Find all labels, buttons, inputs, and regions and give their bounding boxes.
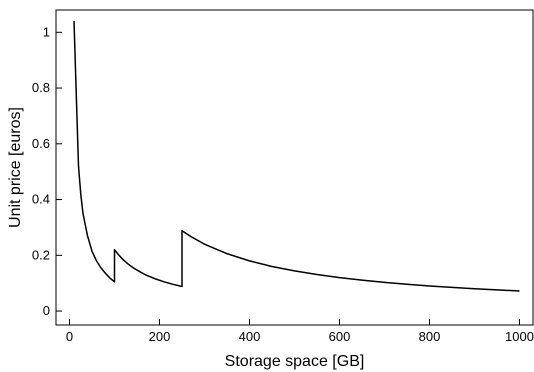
price-series-line xyxy=(73,21,520,292)
y-tick-label: 0.6 xyxy=(32,136,50,151)
plot-frame xyxy=(55,9,534,326)
y-tick-label: 0.2 xyxy=(32,247,50,262)
series-layer xyxy=(73,21,520,292)
y-tick-label: 0.4 xyxy=(32,192,50,207)
x-tick-label: 600 xyxy=(329,329,351,344)
y-tick-label: 1 xyxy=(43,24,50,39)
x-tick-label: 1000 xyxy=(505,329,534,344)
x-tick-label: 0 xyxy=(66,329,73,344)
x-tick-label: 800 xyxy=(419,329,441,344)
x-axis-ticks: 0 200 400 600 800 1000 xyxy=(66,319,534,344)
x-tick-label: 200 xyxy=(149,329,171,344)
x-axis-title: Storage space [GB] xyxy=(225,353,365,370)
y-tick-label: 0 xyxy=(43,303,50,318)
x-tick-label: 400 xyxy=(239,329,261,344)
plot-border xyxy=(55,9,534,326)
y-tick-label: 0.8 xyxy=(32,80,50,95)
y-axis-ticks: 0 0.2 0.4 0.6 0.8 1 xyxy=(32,24,62,318)
y-axis-title: Unit price [euros] xyxy=(7,107,24,228)
